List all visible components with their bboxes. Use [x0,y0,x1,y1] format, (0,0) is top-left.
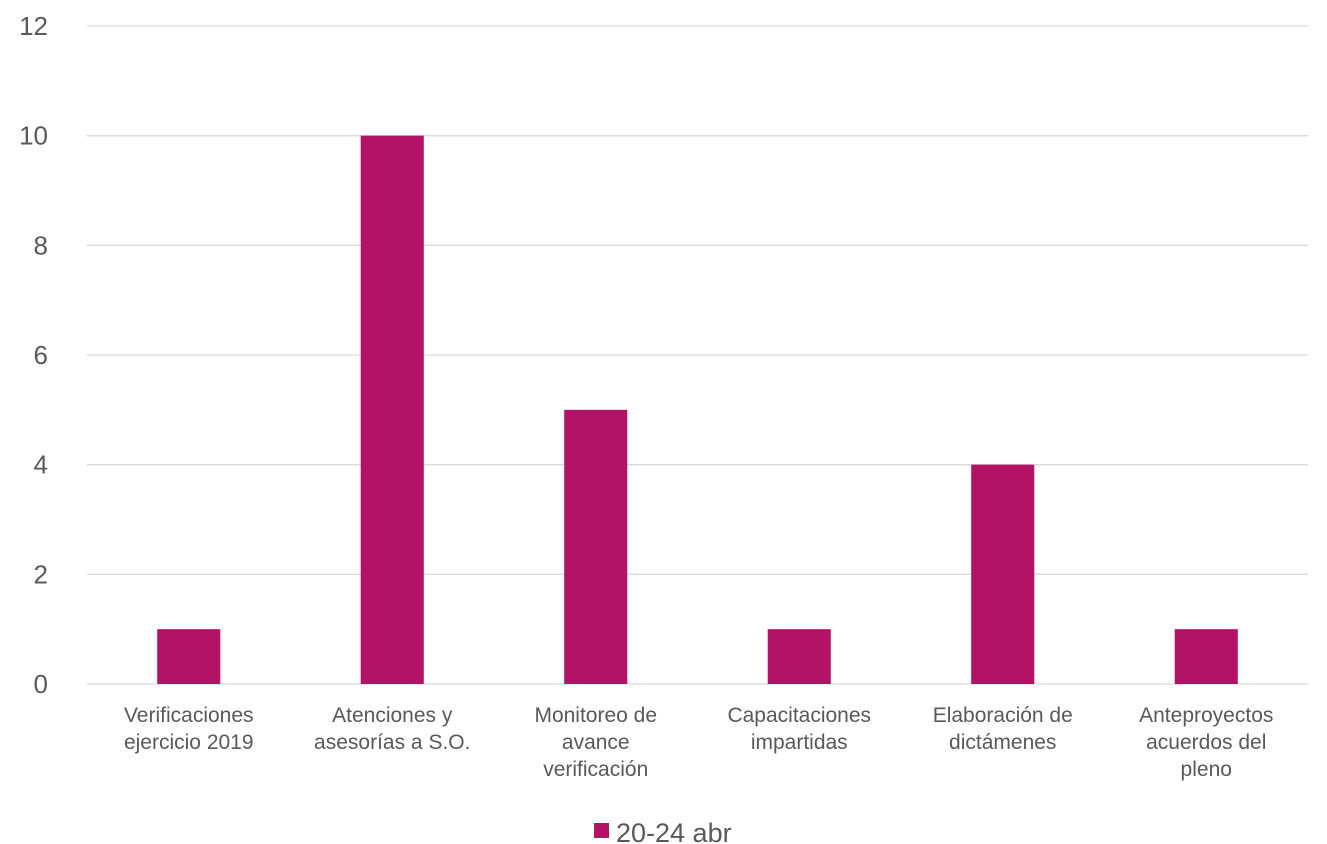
x-category-label: Elaboración de dictámenes [933,704,1073,754]
gridlines [87,25,1308,685]
bars [157,135,1238,684]
y-tick-label: 10 [19,121,48,151]
legend: 20-24 abr [594,818,732,844]
x-category-label: Monitoreo de avance verificación [534,704,657,781]
y-tick-label: 6 [34,340,48,370]
y-tick-label: 0 [34,669,48,699]
x-category-label: Capacitaciones impartidas [727,704,871,754]
x-category-label: Verificaciones ejercicio 2019 [124,704,254,754]
y-tick-label: 8 [34,230,48,260]
legend-swatch-icon [594,823,609,838]
x-axis-categories: Verificaciones ejercicio 2019 Atenciones y… [124,704,1273,781]
x-category-label: Anteproyectos acuerdos del pleno [1139,704,1273,781]
bar [564,409,628,684]
y-axis-ticks: 0 2 4 6 8 10 12 [19,11,48,699]
x-category-label: Atenciones y asesorías a S.O. [314,704,470,754]
bar [1174,629,1238,684]
y-tick-label: 4 [34,450,48,480]
bar [767,629,831,684]
bar [971,464,1035,684]
bar [360,135,424,684]
legend-label: 20-24 abr [616,818,732,844]
bar [157,629,221,684]
y-tick-label: 12 [19,11,48,41]
y-tick-label: 2 [34,559,48,589]
